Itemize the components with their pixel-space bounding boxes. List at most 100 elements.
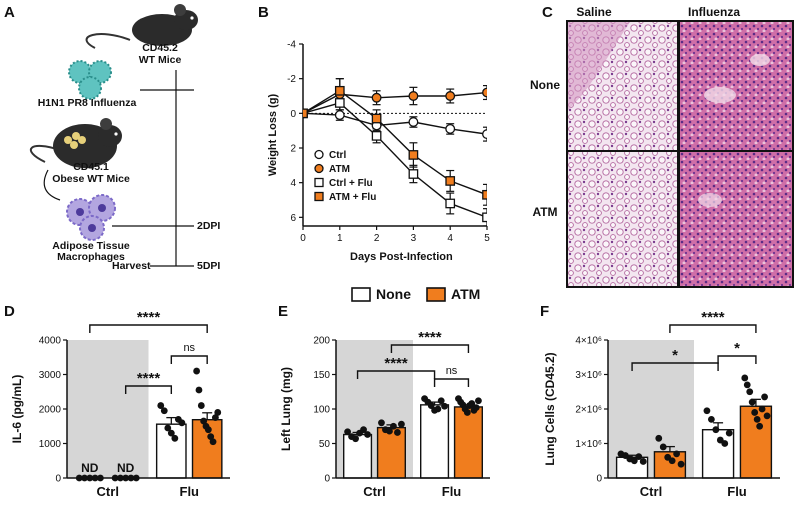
f-significance-bracket xyxy=(717,355,757,364)
d-x-category: Ctrl xyxy=(97,484,119,499)
b-data-point xyxy=(371,113,382,124)
f-x-category: Flu xyxy=(727,484,747,499)
macrophage-icon xyxy=(66,194,116,241)
f-data-point xyxy=(677,460,685,468)
d-ctrl-background xyxy=(67,340,149,478)
b-x-tick-label: 4 xyxy=(447,233,453,244)
f-data-point xyxy=(725,429,733,437)
b-legend-marker xyxy=(314,149,324,160)
f-data-point xyxy=(639,458,647,465)
atm-label-2: Macrophages xyxy=(57,251,125,263)
legend-none-swatch xyxy=(351,287,371,302)
e-data-point xyxy=(475,397,482,405)
b-y-tick-label: 4 xyxy=(290,178,296,189)
b-y-tick-label: 6 xyxy=(290,213,296,224)
panel-letter-a: A xyxy=(4,4,15,21)
b-data-point xyxy=(482,189,487,200)
e-y-tick-label: 200 xyxy=(313,336,330,347)
f-data-point xyxy=(707,415,715,423)
schematic: CD45.2 WT Mice H1N1 PR8 Influenza CD45.1… xyxy=(30,4,220,272)
histo-saline-none xyxy=(568,22,677,150)
b-legend-label: ATM xyxy=(329,164,350,175)
d-y-tick-label: 0 xyxy=(55,474,61,485)
histo-col-saline: Saline xyxy=(576,5,612,19)
e-data-point xyxy=(360,426,367,434)
isolation-arrow xyxy=(43,169,61,201)
b-data-point xyxy=(408,117,419,127)
d-y-tick-label: 3000 xyxy=(39,370,62,381)
donor-label-2: WT Mice xyxy=(139,54,182,66)
b-data-point xyxy=(303,108,308,119)
f-data-point xyxy=(630,457,638,465)
f-data-point xyxy=(668,457,676,465)
d-significance-bracket xyxy=(124,385,173,394)
f-data-point xyxy=(758,405,766,413)
influenza-virus-icon xyxy=(68,60,112,100)
d-data-point xyxy=(211,414,219,422)
d-y-tick-label: 4000 xyxy=(39,336,62,347)
histology-panel: Saline Influenza None ATM xyxy=(530,5,794,288)
b-data-point xyxy=(408,91,419,101)
d-data-point xyxy=(207,433,215,440)
e-data-point xyxy=(472,404,480,412)
panel-letter-b: B xyxy=(258,4,269,21)
e-data-point xyxy=(352,435,359,443)
obese-label: CD45.1 xyxy=(73,161,109,173)
d-y-tick-label: 2000 xyxy=(39,405,62,416)
histo-row-none: None xyxy=(530,78,560,92)
b-legend-marker xyxy=(314,177,324,188)
d-data-point xyxy=(178,419,186,427)
b-series-line xyxy=(303,89,487,196)
d-data-point xyxy=(164,424,172,432)
donor-label: CD45.2 xyxy=(142,42,178,54)
e-x-category: Ctrl xyxy=(363,484,385,499)
d-data-point xyxy=(214,409,222,416)
timeline-2dpi: 2DPI xyxy=(197,220,220,232)
d-x-category: Flu xyxy=(180,484,200,499)
panel-letter-f: F xyxy=(540,303,549,320)
d-data-point xyxy=(209,438,217,446)
b-legend-label: Ctrl xyxy=(329,150,346,161)
f-data-point xyxy=(743,381,751,389)
d-data-point xyxy=(167,429,175,437)
e-data-point xyxy=(390,422,397,430)
f-data-point xyxy=(751,409,759,416)
b-legend-marker xyxy=(314,191,324,202)
b-data-point xyxy=(371,92,382,103)
panel-letter-e: E xyxy=(278,303,288,320)
d-data-point xyxy=(160,407,168,415)
f-data-point xyxy=(655,434,663,442)
legend-atm-label: ATM xyxy=(451,286,480,302)
histo-row-atm: ATM xyxy=(532,205,557,219)
f-data-point xyxy=(746,388,754,396)
legend-none-label: None xyxy=(376,286,411,302)
b-x-tick-label: 3 xyxy=(411,233,417,244)
d-data-point xyxy=(171,434,179,442)
histo-col-influenza: Influenza xyxy=(688,5,740,19)
e-y-axis-label: Left Lung (mg) xyxy=(279,367,293,451)
f-data-point xyxy=(703,407,711,415)
b-x-tick-label: 1 xyxy=(337,233,343,244)
f-significance-bracket xyxy=(631,362,719,371)
e-significance-bracket xyxy=(433,378,470,387)
d-bar xyxy=(191,418,223,479)
obese-mouse-icon xyxy=(30,118,122,168)
e-data-point xyxy=(386,427,393,435)
e-data-point xyxy=(441,402,448,410)
d-data-point xyxy=(157,402,165,409)
f-data-point xyxy=(753,415,761,423)
b-x-tick-label: 5 xyxy=(484,233,490,244)
f-bar xyxy=(701,429,735,479)
e-bar xyxy=(420,404,450,479)
timeline-harvest: Harvest xyxy=(112,260,151,272)
f-significance-bracket xyxy=(669,324,757,333)
left-lung-chart: 0 50 100 150 200 Ctrl Flu Left Lung (mg) **** ***… xyxy=(279,329,490,499)
virus-label: H1N1 PR8 Influenza xyxy=(38,97,137,109)
panel-letter-c: C xyxy=(542,4,553,21)
b-data-point xyxy=(445,91,456,101)
e-x-category: Flu xyxy=(442,484,462,499)
shared-legend: None ATM xyxy=(351,286,480,302)
d-nd-label: ND xyxy=(81,461,99,475)
f-data-point xyxy=(673,450,681,458)
